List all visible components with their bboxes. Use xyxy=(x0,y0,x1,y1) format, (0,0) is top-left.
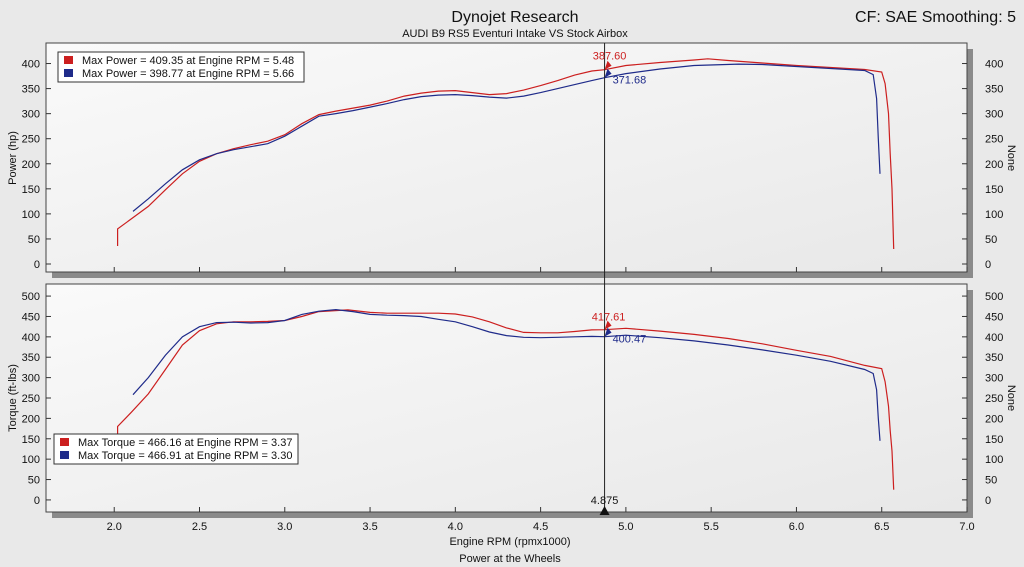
power-cursor-value-blue: 371.68 xyxy=(613,75,647,87)
power-y-tick-label: 150 xyxy=(22,184,40,196)
torque-legend-entry-red: Max Torque = 466.16 at Engine RPM = 3.37 xyxy=(78,437,292,449)
power-y-axis-label: Power (hp) xyxy=(7,131,19,185)
torque-y-tick-label: 0 xyxy=(34,495,40,507)
torque-y-tick-label-right: 450 xyxy=(985,311,1003,323)
power-legend-entry-blue: Max Power = 398.77 at Engine RPM = 5.66 xyxy=(82,68,294,80)
torque-y-axis-right-label: None xyxy=(1005,385,1017,411)
torque-y-tick-label: 200 xyxy=(22,413,40,425)
torque-y-tick-label: 150 xyxy=(22,434,40,446)
power-y-tick-label: 250 xyxy=(22,134,40,146)
chart-subtitle: AUDI B9 RS5 Eventuri Intake VS Stock Air… xyxy=(402,28,628,40)
x-axis-ticks: 2.0 2.5 3.0 3.5 4.0 4.5 5.0 5.5 6.0 6.5 7.0 xyxy=(107,267,975,533)
rpm-cursor-label: 4.875 xyxy=(591,495,619,507)
x-axis-label: Engine RPM (rpmx1000) xyxy=(449,536,570,548)
torque-curve-red xyxy=(117,309,895,490)
torque-y-tick-label-right: 250 xyxy=(985,393,1003,405)
rpm-cursor-marker xyxy=(599,506,610,515)
x-tick-label: 2.0 xyxy=(107,521,122,533)
torque-y-tick-label-right: 150 xyxy=(985,434,1003,446)
torque-y-tick-label-right: 50 xyxy=(985,475,997,487)
torque-legend[interactable]: Max Torque = 466.16 at Engine RPM = 3.37… xyxy=(53,433,299,465)
correction-smoothing-info: CF: SAE Smoothing: 5 xyxy=(855,9,1016,26)
power-legend[interactable]: Max Power = 409.35 at Engine RPM = 5.48 … xyxy=(57,51,305,83)
power-axis-ticks: 0 0 50 50 100 100 150 150 200 200 250 250 300 300 350 3… xyxy=(22,59,1004,271)
power-legend-entry-red: Max Power = 409.35 at Engine RPM = 5.48 xyxy=(82,55,294,67)
torque-y-tick-label-right: 400 xyxy=(985,332,1003,344)
power-y-tick-label-right: 150 xyxy=(985,184,1003,196)
torque-cursor-marker-red xyxy=(604,320,612,330)
torque-series-group xyxy=(117,308,895,490)
power-y-tick-label: 350 xyxy=(22,84,40,96)
torque-cursor-value-blue: 400.47 xyxy=(613,334,647,346)
power-cursor-marker-red xyxy=(604,60,612,70)
legend-swatch-red xyxy=(64,56,73,64)
torque-y-tick-label-right: 350 xyxy=(985,352,1003,364)
torque-legend-entry-blue: Max Torque = 466.91 at Engine RPM = 3.30 xyxy=(78,450,292,462)
torque-y-axis-label: Torque (ft-lbs) xyxy=(7,364,19,432)
power-curve-blue xyxy=(132,63,881,212)
torque-y-tick-label: 450 xyxy=(22,311,40,323)
power-y-tick-label-right: 350 xyxy=(985,84,1003,96)
x-tick-label: 6.0 xyxy=(789,521,804,533)
power-y-tick-label: 400 xyxy=(22,59,40,71)
footer-caption: Power at the Wheels xyxy=(459,553,561,565)
torque-y-tick-label-right: 300 xyxy=(985,373,1003,385)
torque-cursor-marker-blue xyxy=(604,327,612,337)
power-y-tick-label-right: 300 xyxy=(985,109,1003,121)
legend-swatch-blue xyxy=(60,451,69,459)
torque-axis-ticks: 0 0 50 50 100 100 150 150 200 200 250 250 300 300 350 3… xyxy=(22,291,1004,507)
x-tick-label: 6.5 xyxy=(874,521,889,533)
torque-y-tick-label: 250 xyxy=(22,393,40,405)
power-y-tick-label-right: 100 xyxy=(985,209,1003,221)
torque-y-tick-label: 100 xyxy=(22,454,40,466)
torque-cursor-value-red: 417.61 xyxy=(592,312,626,324)
power-y-axis-right-label: None xyxy=(1005,145,1017,171)
x-tick-label: 4.0 xyxy=(448,521,463,533)
torque-y-tick-label: 350 xyxy=(22,352,40,364)
power-y-tick-label-right: 50 xyxy=(985,234,997,246)
power-y-tick-label: 200 xyxy=(22,159,40,171)
power-y-tick-label-right: 200 xyxy=(985,159,1003,171)
x-tick-label: 2.5 xyxy=(192,521,207,533)
torque-y-tick-label: 50 xyxy=(28,475,40,487)
power-y-tick-label: 300 xyxy=(22,109,40,121)
power-cursor-value-red: 387.60 xyxy=(593,51,627,63)
chart-title: Dynojet Research xyxy=(451,9,578,26)
power-y-tick-label-right: 400 xyxy=(985,59,1003,71)
power-y-tick-label-right: 250 xyxy=(985,134,1003,146)
power-y-tick-label: 0 xyxy=(34,259,40,271)
torque-plot-area xyxy=(45,283,968,513)
legend-swatch-blue xyxy=(64,69,73,77)
torque-y-tick-label-right: 0 xyxy=(985,495,991,507)
torque-y-tick-label: 300 xyxy=(22,373,40,385)
power-cursor-marker-blue xyxy=(604,68,612,78)
x-tick-label: 4.5 xyxy=(533,521,548,533)
x-tick-label: 5.5 xyxy=(704,521,719,533)
power-series-group xyxy=(117,58,895,250)
torque-y-tick-label-right: 500 xyxy=(985,291,1003,303)
x-tick-label: 3.0 xyxy=(277,521,292,533)
x-tick-label: 5.0 xyxy=(618,521,633,533)
power-y-tick-label: 100 xyxy=(22,209,40,221)
torque-y-tick-label-right: 100 xyxy=(985,454,1003,466)
legend-swatch-red xyxy=(60,438,69,446)
torque-curve-blue xyxy=(132,308,881,441)
torque-y-tick-label: 500 xyxy=(22,291,40,303)
torque-y-tick-label: 400 xyxy=(22,332,40,344)
power-y-tick-label: 50 xyxy=(28,234,40,246)
x-tick-label: 3.5 xyxy=(362,521,377,533)
torque-y-tick-label-right: 200 xyxy=(985,413,1003,425)
x-tick-label: 7.0 xyxy=(959,521,974,533)
power-y-tick-label-right: 0 xyxy=(985,259,991,271)
